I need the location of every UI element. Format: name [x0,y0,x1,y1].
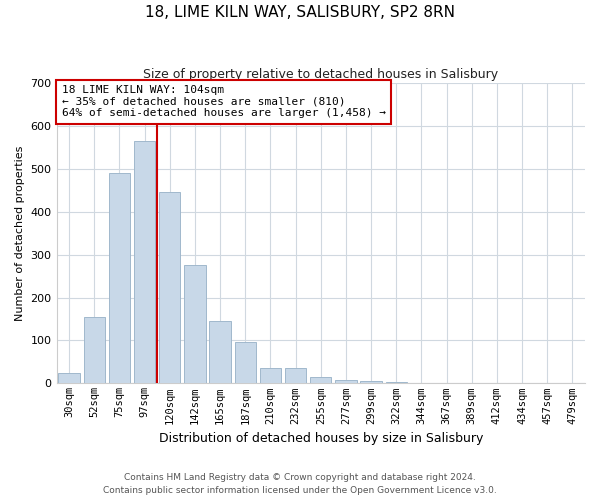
Bar [335,380,356,384]
Bar [411,382,432,384]
Bar [159,192,181,384]
Bar [285,368,307,384]
Bar [235,342,256,384]
Title: Size of property relative to detached houses in Salisbury: Size of property relative to detached ho… [143,68,499,80]
X-axis label: Distribution of detached houses by size in Salisbury: Distribution of detached houses by size … [158,432,483,445]
Bar [134,141,155,384]
Bar [386,382,407,384]
Bar [361,381,382,384]
Bar [83,317,105,384]
Bar [209,321,231,384]
Y-axis label: Number of detached properties: Number of detached properties [15,146,25,321]
Bar [58,372,80,384]
Text: 18, LIME KILN WAY, SALISBURY, SP2 8RN: 18, LIME KILN WAY, SALISBURY, SP2 8RN [145,5,455,20]
Bar [260,368,281,384]
Text: 18 LIME KILN WAY: 104sqm
← 35% of detached houses are smaller (810)
64% of semi-: 18 LIME KILN WAY: 104sqm ← 35% of detach… [62,85,386,118]
Bar [310,377,331,384]
Text: Contains HM Land Registry data © Crown copyright and database right 2024.
Contai: Contains HM Land Registry data © Crown c… [103,474,497,495]
Bar [184,266,206,384]
Bar [562,382,583,384]
Bar [109,173,130,384]
